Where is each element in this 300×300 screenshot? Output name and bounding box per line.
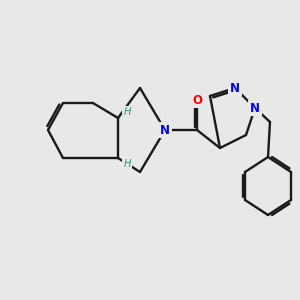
Text: N: N	[230, 82, 240, 94]
Text: O: O	[192, 94, 202, 106]
Text: H: H	[123, 107, 131, 117]
Text: H: H	[123, 159, 131, 169]
Text: N: N	[250, 101, 260, 115]
Text: N: N	[160, 124, 170, 136]
